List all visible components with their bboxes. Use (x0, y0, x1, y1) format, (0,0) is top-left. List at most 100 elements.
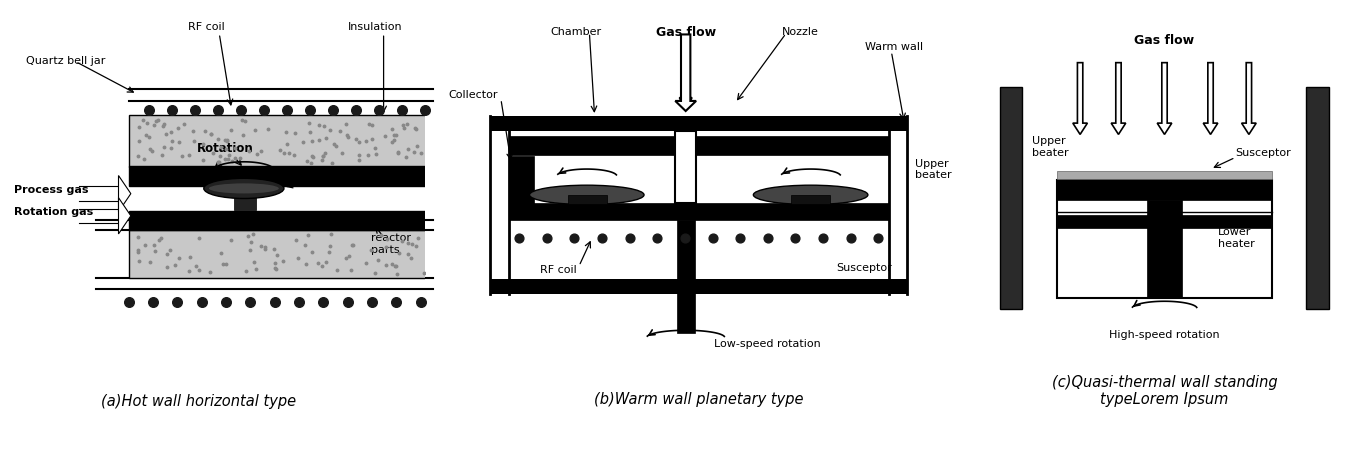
Polygon shape (119, 175, 130, 212)
Text: Warm wall: Warm wall (866, 42, 923, 52)
Point (414, 106, 436, 114)
Point (275, 106, 297, 114)
FancyArrow shape (1158, 63, 1171, 134)
Bar (1058, 215, 1271, 228)
Bar (129, 166, 433, 185)
Bar (490, 279, 907, 294)
Bar (490, 116, 907, 131)
Text: Susceptor: Susceptor (314, 170, 370, 180)
Ellipse shape (204, 178, 284, 198)
Point (536, 234, 558, 242)
Point (756, 234, 778, 242)
Point (184, 106, 206, 114)
Point (312, 299, 334, 306)
Text: Insulation: Insulation (348, 22, 403, 33)
FancyArrow shape (1241, 63, 1256, 134)
Point (162, 106, 184, 114)
Point (812, 234, 834, 242)
Text: Upper
beater: Upper beater (1032, 136, 1069, 158)
Point (337, 299, 359, 306)
Text: Upper
beater: Upper beater (915, 158, 951, 180)
Bar (508, 136, 889, 155)
Point (299, 106, 321, 114)
Point (701, 234, 723, 242)
Text: Low-speed rotation: Low-speed rotation (714, 339, 821, 349)
Point (867, 234, 889, 242)
Bar (508, 156, 534, 204)
Text: (c)Quasi-thermal wall standing
typeLorem Ipsum: (c)Quasi-thermal wall standing typeLorem… (1052, 375, 1277, 407)
Point (410, 299, 432, 306)
Bar (233, 195, 256, 210)
Text: Nozzle: Nozzle (782, 27, 819, 37)
Bar (792, 195, 830, 204)
Bar (1147, 200, 1182, 299)
Point (263, 299, 285, 306)
Ellipse shape (208, 183, 279, 193)
FancyArrow shape (675, 34, 696, 111)
Bar (129, 211, 433, 230)
Point (166, 299, 188, 306)
Polygon shape (119, 198, 130, 234)
Text: (b)Warm wall planetary type: (b)Warm wall planetary type (595, 392, 803, 407)
FancyArrow shape (1073, 63, 1088, 134)
Point (288, 299, 310, 306)
Text: Gas flow: Gas flow (1134, 34, 1195, 48)
FancyArrow shape (1111, 63, 1126, 134)
Bar (129, 230, 433, 278)
Point (230, 106, 252, 114)
Bar (567, 195, 607, 204)
Point (619, 234, 641, 242)
Text: Collector: Collector (449, 90, 499, 100)
Text: Lower
heater: Lower heater (1218, 227, 1255, 249)
Point (207, 106, 229, 114)
Point (190, 299, 212, 306)
Text: Process gas: Process gas (14, 185, 88, 195)
Text: Rotation: Rotation (756, 139, 812, 152)
Text: Rotation: Rotation (527, 139, 584, 152)
Point (647, 234, 669, 242)
Point (360, 299, 382, 306)
Point (215, 299, 237, 306)
Bar (1307, 87, 1329, 309)
Bar (1058, 179, 1271, 200)
Text: Gas flow: Gas flow (656, 27, 715, 39)
Point (563, 234, 585, 242)
Point (729, 234, 751, 242)
Point (138, 106, 160, 114)
Point (840, 234, 862, 242)
Text: Susceptor: Susceptor (837, 263, 892, 273)
Bar (1000, 87, 1022, 309)
Point (118, 299, 140, 306)
Ellipse shape (754, 185, 869, 205)
FancyArrow shape (1203, 63, 1218, 134)
Point (322, 106, 344, 114)
Text: High-speed rotation: High-speed rotation (1110, 330, 1219, 340)
Point (367, 106, 389, 114)
Text: Susceptor: Susceptor (1236, 148, 1291, 158)
Bar (677, 220, 695, 333)
Point (785, 234, 807, 242)
Text: Graphite
reactor
parts: Graphite reactor parts (371, 221, 419, 255)
Text: Rotation: Rotation (197, 142, 253, 155)
Bar (129, 115, 433, 168)
Bar (675, 131, 696, 203)
Text: RF coil: RF coil (540, 265, 577, 275)
Bar (508, 203, 889, 220)
Ellipse shape (529, 185, 644, 205)
Text: (a)Hot wall horizontal type: (a)Hot wall horizontal type (101, 394, 296, 409)
Point (253, 106, 275, 114)
Bar (1058, 180, 1271, 299)
Point (390, 106, 412, 114)
Text: RF coil: RF coil (189, 22, 225, 33)
Point (590, 234, 612, 242)
Point (345, 106, 367, 114)
Point (508, 234, 530, 242)
Text: Chamber: Chamber (551, 27, 601, 37)
Point (385, 299, 407, 306)
Point (142, 299, 164, 306)
Bar (1058, 171, 1271, 179)
Text: Rotation gas: Rotation gas (14, 207, 93, 217)
Point (674, 234, 696, 242)
Text: Quartz bell jar: Quartz bell jar (26, 55, 105, 65)
Point (240, 299, 262, 306)
